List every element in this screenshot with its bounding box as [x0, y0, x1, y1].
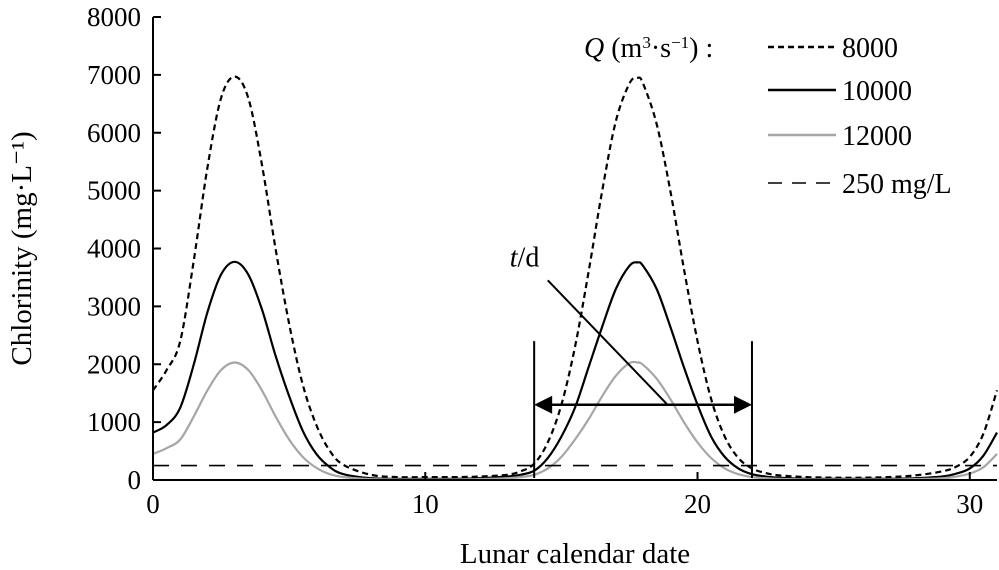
interval-arrow-right-head — [733, 395, 752, 414]
legend-label: 12000 — [842, 121, 912, 152]
series-line-8000 — [152, 75, 999, 479]
y-tick-label: 0 — [128, 465, 142, 495]
interval-arrow-left-head — [534, 395, 553, 414]
x-axis-title: Lunar calendar date — [460, 538, 690, 570]
legend: Q (m3·s−1) : 8000 10000 12000 250 mg/L — [584, 33, 952, 201]
y-tick-label: 1000 — [87, 407, 141, 437]
y-tick-label: 3000 — [87, 291, 141, 321]
y-tick-label: 6000 — [87, 118, 141, 148]
duration-label: t/d — [510, 242, 540, 273]
legend-label: 250 mg/L — [842, 169, 952, 200]
y-tick-label: 7000 — [87, 60, 141, 90]
y-axis-title: Chlorinity (mg·L⁻¹) — [6, 131, 38, 365]
y-tick-label: 8000 — [87, 2, 141, 32]
series-line-10000 — [152, 260, 998, 481]
axes-layer: 0 1000 2000 3000 4000 5000 6000 7000 8000 0 10 20 30… — [6, 2, 997, 570]
x-tick-label: 0 — [146, 489, 160, 519]
legend-label: 8000 — [842, 33, 898, 64]
y-tick-label: 5000 — [87, 176, 141, 206]
x-tick-label: 10 — [412, 489, 439, 519]
legend-title: Q (m3·s−1) : — [584, 33, 713, 65]
y-tick-label: 4000 — [87, 234, 141, 264]
annotation-layer: t/d — [510, 242, 753, 478]
series-line-12000 — [152, 360, 998, 481]
duration-pointer-line — [547, 279, 669, 406]
legend-label: 10000 — [842, 76, 912, 107]
x-tick-label: 20 — [684, 489, 711, 519]
y-tick-label: 2000 — [87, 349, 141, 379]
x-tick-label: 30 — [956, 489, 983, 519]
